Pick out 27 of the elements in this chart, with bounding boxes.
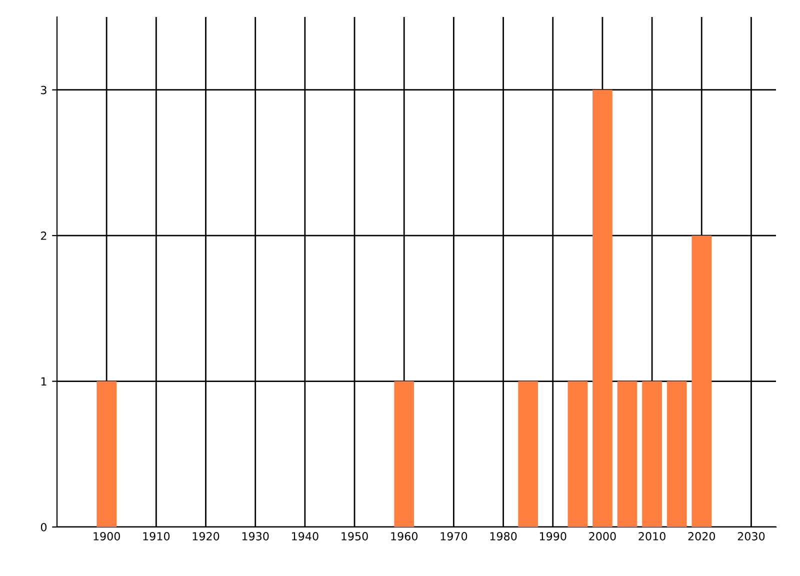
y-tick-label: 2 (41, 232, 46, 240)
x-tick-label: 2010 (638, 532, 666, 540)
bar (592, 90, 612, 527)
x-tick-label: 1910 (143, 532, 170, 540)
x-tick-label: 1950 (342, 532, 368, 540)
x-tick-label: 2000 (589, 532, 616, 540)
bar (518, 381, 538, 527)
x-tick-label: 2030 (738, 532, 765, 540)
x-tick-label: 1960 (391, 532, 418, 540)
x-tick-label: 1990 (540, 532, 566, 540)
bar (642, 381, 662, 527)
y-tick-label: 3 (41, 86, 46, 94)
bar (568, 381, 588, 527)
bar (666, 381, 687, 527)
x-tick-label: 1900 (94, 532, 120, 540)
bar (692, 236, 712, 527)
y-tick-label: 1 (41, 377, 46, 386)
bar (617, 381, 638, 527)
x-tick-label: 1970 (440, 532, 468, 540)
x-tick-label: 1920 (192, 532, 220, 540)
y-tick-label: 0 (40, 522, 47, 532)
x-tick-label: 1940 (292, 532, 318, 540)
bar (394, 381, 414, 527)
bar (96, 381, 117, 527)
x-tick-label: 1980 (490, 532, 517, 540)
x-tick-label: 2020 (688, 532, 716, 540)
x-tick-label: 1930 (242, 532, 269, 540)
